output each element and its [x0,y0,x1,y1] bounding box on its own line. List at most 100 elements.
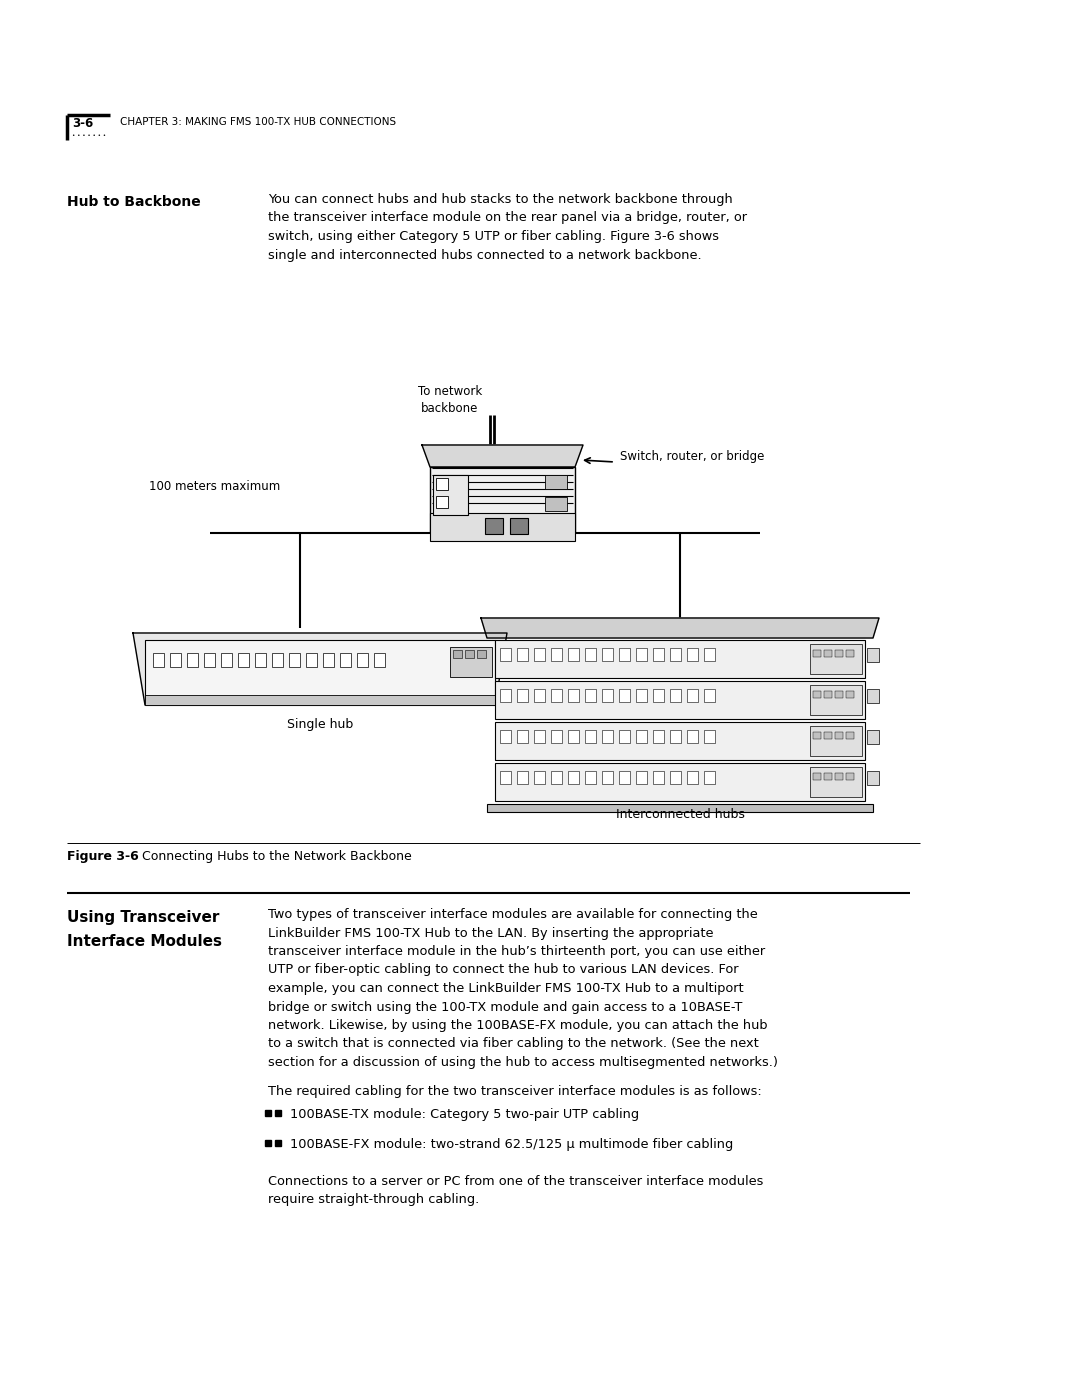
Bar [450,647,492,678]
Bar [568,648,579,661]
Bar [602,731,613,743]
Bar [585,731,596,743]
Bar [187,652,198,666]
Text: 100BASE-TX module: Category 5 two-pair UTP cabling: 100BASE-TX module: Category 5 two-pair U… [291,1108,639,1120]
Bar [500,648,511,661]
Bar [204,652,215,666]
Text: To network
backbone: To network backbone [418,386,482,415]
Bar [517,689,528,703]
Bar [813,650,821,657]
Bar [687,689,698,703]
Bar [602,648,613,661]
Bar [517,731,528,743]
Bar [551,771,562,784]
Bar [704,648,715,661]
Bar [517,771,528,784]
Bar [433,475,468,515]
Bar [534,731,545,743]
Text: Interface Modules: Interface Modules [67,935,222,949]
Bar [636,648,647,661]
Text: CHAPTER 3: MAKING FMS 100-TX HUB CONNECTIONS: CHAPTER 3: MAKING FMS 100-TX HUB CONNECT… [120,117,396,127]
Bar [495,722,865,760]
Bar [687,648,698,661]
Text: Connections to a server or PC from one of the transceiver interface modules
requ: Connections to a server or PC from one o… [268,1175,764,1207]
Bar [568,731,579,743]
Bar [810,685,862,715]
Text: The required cabling for the two transceiver interface modules is as follows:: The required cabling for the two transce… [268,1085,761,1098]
Bar [602,771,613,784]
Bar [495,763,865,800]
Bar [653,689,664,703]
Bar [255,652,266,666]
Bar [810,726,862,756]
Bar [619,731,630,743]
Bar [568,771,579,784]
Bar [585,771,596,784]
Bar [704,771,715,784]
Bar [602,689,613,703]
Bar [846,692,854,698]
Bar [568,689,579,703]
Text: Two types of transceiver interface modules are available for connecting the
Link: Two types of transceiver interface modul… [268,908,778,1069]
Bar [653,771,664,784]
Polygon shape [422,446,583,467]
Text: Connecting Hubs to the Network Backbone: Connecting Hubs to the Network Backbone [130,849,411,863]
Bar [824,732,832,739]
Bar [534,689,545,703]
Bar [585,689,596,703]
Bar [619,648,630,661]
Bar [687,771,698,784]
Bar [272,652,283,666]
Bar [545,497,567,511]
Bar [846,732,854,739]
Bar [495,640,865,678]
Bar [824,650,832,657]
Bar [813,692,821,698]
Bar [495,680,865,719]
Bar [500,731,511,743]
Bar [306,652,318,666]
Text: Single hub: Single hub [287,718,353,731]
Text: 3-6: 3-6 [72,117,93,130]
Bar [810,644,862,673]
Bar [534,771,545,784]
Bar [636,689,647,703]
Bar [436,496,448,509]
Bar [551,648,562,661]
Bar [545,475,567,489]
Text: Hub to Backbone: Hub to Backbone [67,196,201,210]
Bar [835,692,843,698]
Text: Figure 3-6: Figure 3-6 [67,849,138,863]
Text: You can connect hubs and hub stacks to the network backbone through
the transcei: You can connect hubs and hub stacks to t… [268,193,747,261]
Bar [323,652,334,666]
Bar [704,731,715,743]
Bar [867,689,879,703]
Polygon shape [133,633,507,705]
Bar [430,513,575,541]
Bar [430,467,575,534]
Bar [824,773,832,780]
Bar [670,771,681,784]
Bar [636,731,647,743]
Bar [500,689,511,703]
Bar [867,771,879,785]
Bar [636,771,647,784]
Bar [374,652,384,666]
Bar [846,650,854,657]
Bar [867,648,879,662]
Bar [485,518,503,534]
Bar [867,731,879,745]
Text: 100 meters maximum: 100 meters maximum [149,481,280,493]
Bar [670,648,681,661]
Bar [221,652,232,666]
Bar [619,771,630,784]
Bar [436,478,448,490]
Bar [687,731,698,743]
Polygon shape [481,617,879,638]
Bar [153,652,164,666]
Bar [835,650,843,657]
Bar [517,648,528,661]
Bar [813,773,821,780]
Text: Interconnected hubs: Interconnected hubs [616,807,744,821]
Bar [810,767,862,798]
